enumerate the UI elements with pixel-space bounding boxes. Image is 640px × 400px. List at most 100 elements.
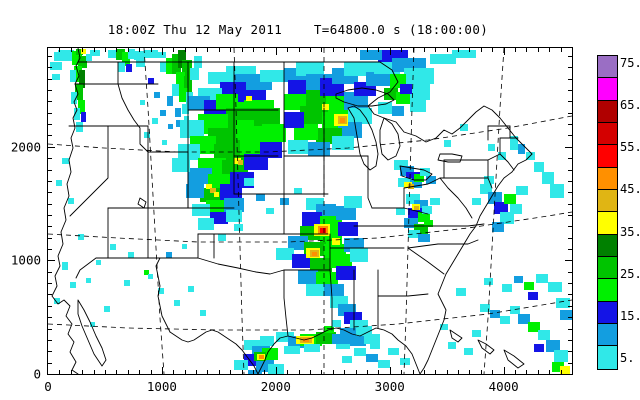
x-axis-top-tick <box>469 48 470 52</box>
y-axis-minor-tick <box>48 204 52 205</box>
x-axis-minor-tick <box>116 370 117 374</box>
colorbar-band <box>598 123 617 146</box>
x-axis-minor-tick <box>538 370 539 374</box>
x-axis-top-tick <box>139 48 140 52</box>
y-axis-minor-tick <box>48 158 52 159</box>
x-axis-tick-label: 1000 <box>146 379 177 394</box>
y-axis-minor-tick <box>48 238 52 239</box>
map-plot-area <box>47 47 573 375</box>
colorbar-band <box>598 257 617 280</box>
x-axis-minor-tick <box>424 370 425 374</box>
y-axis-right-tick <box>568 124 572 125</box>
x-axis-minor-tick <box>515 370 516 374</box>
x-axis-top-tick <box>367 48 368 52</box>
y-axis-minor-tick <box>48 306 52 307</box>
x-axis-top-tick <box>333 48 334 52</box>
x-axis-minor-tick <box>549 370 550 374</box>
y-axis-tick-label: 0 <box>33 366 41 382</box>
x-axis-top-tick <box>230 48 231 52</box>
x-axis-minor-tick <box>242 370 243 374</box>
x-axis-minor-tick <box>219 370 220 374</box>
y-axis-right-tick <box>568 158 572 159</box>
x-axis-major-tick <box>504 367 505 374</box>
x-axis-minor-tick <box>447 370 448 374</box>
x-axis-top-tick <box>515 48 516 52</box>
x-axis-minor-tick <box>526 370 527 374</box>
graticule-lines <box>48 48 572 374</box>
y-axis-right-tick <box>568 204 572 205</box>
x-axis-minor-tick <box>458 370 459 374</box>
colorbar-band <box>598 234 617 258</box>
y-axis-right-tick <box>568 67 572 68</box>
y-axis-minor-tick <box>48 340 52 341</box>
y-axis-minor-tick <box>48 124 52 125</box>
y-axis-minor-tick <box>48 113 52 114</box>
x-axis-tick-label: 3000 <box>374 379 405 394</box>
y-axis-right-tick <box>568 238 572 239</box>
x-axis-top-tick <box>71 48 72 52</box>
x-axis-minor-tick <box>264 370 265 374</box>
y-axis-minor-tick <box>48 79 52 80</box>
x-axis-top-tick <box>276 48 277 55</box>
x-axis-top-tick <box>173 48 174 52</box>
y-axis-right-tick <box>568 351 572 352</box>
x-axis-tick-label: 0 <box>44 379 52 394</box>
x-axis-minor-tick <box>173 370 174 374</box>
x-axis-top-tick <box>390 48 391 55</box>
y-axis-minor-tick <box>48 181 52 182</box>
y-axis-minor-tick <box>48 90 52 91</box>
x-axis-top-tick <box>151 48 152 52</box>
x-axis-top-tick <box>561 48 562 52</box>
x-axis-top-tick <box>504 48 505 55</box>
reflectivity-map <box>48 48 572 374</box>
y-axis-right-tick <box>568 249 572 250</box>
x-axis-minor-tick <box>139 370 140 374</box>
y-axis-right-tick <box>565 260 572 261</box>
x-axis-minor-tick <box>71 370 72 374</box>
colorbar-tick-label: 5. <box>620 351 635 365</box>
y-axis-minor-tick <box>48 351 52 352</box>
colorbar-tick-label: 65. <box>620 98 640 113</box>
x-axis-minor-tick <box>287 370 288 374</box>
y-axis-right-tick <box>568 113 572 114</box>
colorbar-tick-label: 45. <box>620 182 640 197</box>
colorbar-tick-label: 15. <box>620 308 640 323</box>
x-axis-top-tick <box>287 48 288 52</box>
x-axis-top-tick <box>321 48 322 52</box>
x-axis-minor-tick <box>94 370 95 374</box>
x-axis-top-tick <box>94 48 95 52</box>
y-axis-tick-label: 1000 <box>10 252 41 268</box>
y-axis-major-tick <box>48 260 55 261</box>
colorbar-band <box>598 279 617 302</box>
x-axis-top-tick <box>207 48 208 52</box>
x-axis-top-tick <box>310 48 311 52</box>
x-axis-top-tick <box>219 48 220 52</box>
x-axis-major-tick <box>390 367 391 374</box>
figure-title: 18:00Z Thu 12 May 2011 T=64800.0 s (18:0… <box>107 22 489 37</box>
x-axis-minor-tick <box>561 370 562 374</box>
x-axis-tick-label: 2000 <box>260 379 291 394</box>
x-axis-minor-tick <box>435 370 436 374</box>
colorbar-tick-label: 75. <box>620 56 640 70</box>
colorbar-band <box>598 100 617 124</box>
y-axis-minor-tick <box>48 56 52 57</box>
x-axis-minor-tick <box>230 370 231 374</box>
x-axis-top-tick <box>128 48 129 52</box>
x-axis-minor-tick <box>413 370 414 374</box>
x-axis-top-tick <box>538 48 539 52</box>
x-axis-top-tick <box>242 48 243 52</box>
y-axis-right-tick <box>568 56 572 57</box>
x-axis-top-tick <box>116 48 117 52</box>
x-axis-top-tick <box>59 48 60 52</box>
y-axis-tick-label: 2000 <box>10 139 41 155</box>
map-boundaries <box>51 48 533 374</box>
y-axis-minor-tick <box>48 192 52 193</box>
y-axis-right-tick <box>568 90 572 91</box>
y-axis-right-tick <box>568 192 572 193</box>
y-axis-right-tick <box>568 329 572 330</box>
colorbar-band <box>598 190 617 213</box>
y-axis-right-tick <box>568 363 572 364</box>
y-axis-right-tick <box>568 181 572 182</box>
y-axis-right-tick <box>568 215 572 216</box>
x-axis-minor-tick <box>469 370 470 374</box>
